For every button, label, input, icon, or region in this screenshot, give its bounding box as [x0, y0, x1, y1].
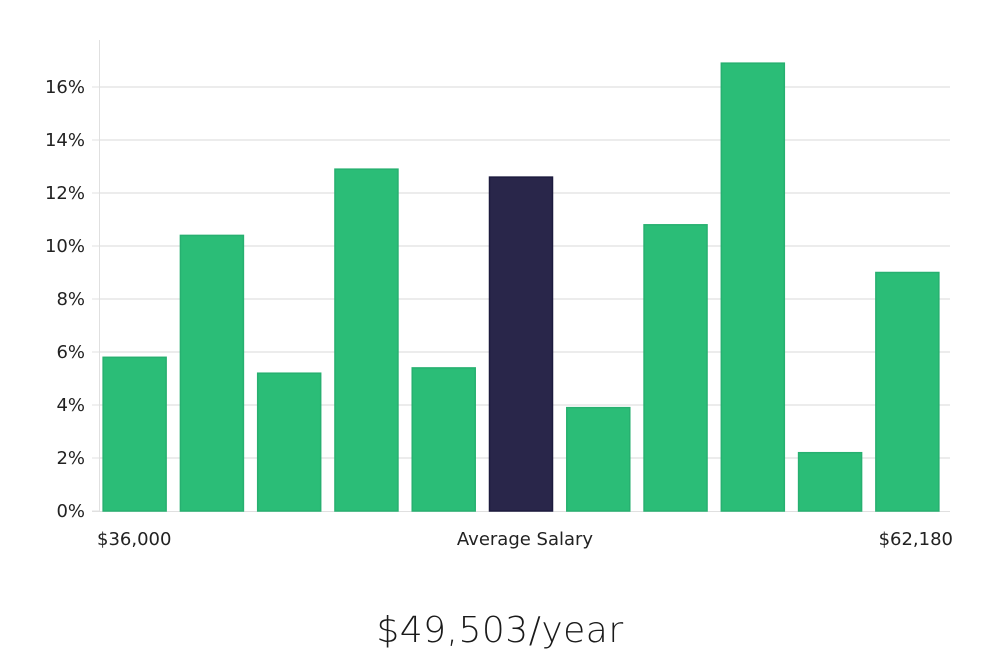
y-tick-label: 16%	[45, 77, 85, 98]
x-min-label: $36,000	[97, 529, 172, 550]
bar	[179, 234, 245, 512]
y-tick-label: 6%	[56, 342, 85, 363]
bar	[643, 224, 708, 512]
bar	[102, 356, 167, 512]
bar	[411, 367, 476, 512]
y-tick-label: 14%	[45, 130, 85, 151]
bar	[334, 168, 399, 512]
bar	[797, 451, 863, 512]
average-salary-headline: $49,503/year	[376, 610, 624, 651]
y-tick-label: 12%	[45, 183, 85, 204]
y-tick-label: 0%	[56, 501, 85, 522]
bar	[875, 271, 940, 512]
x-axis-label: Average Salary	[456, 529, 594, 550]
y-tick-label: 8%	[56, 289, 85, 310]
bar	[566, 406, 631, 512]
x-max-label: $62,180	[878, 529, 953, 550]
y-tick-label: 10%	[45, 236, 85, 257]
bar	[720, 62, 786, 512]
y-tick-label: 2%	[56, 448, 85, 469]
bar	[256, 372, 322, 512]
y-tick-label: 4%	[56, 395, 85, 416]
bar-highlighted	[488, 176, 554, 512]
